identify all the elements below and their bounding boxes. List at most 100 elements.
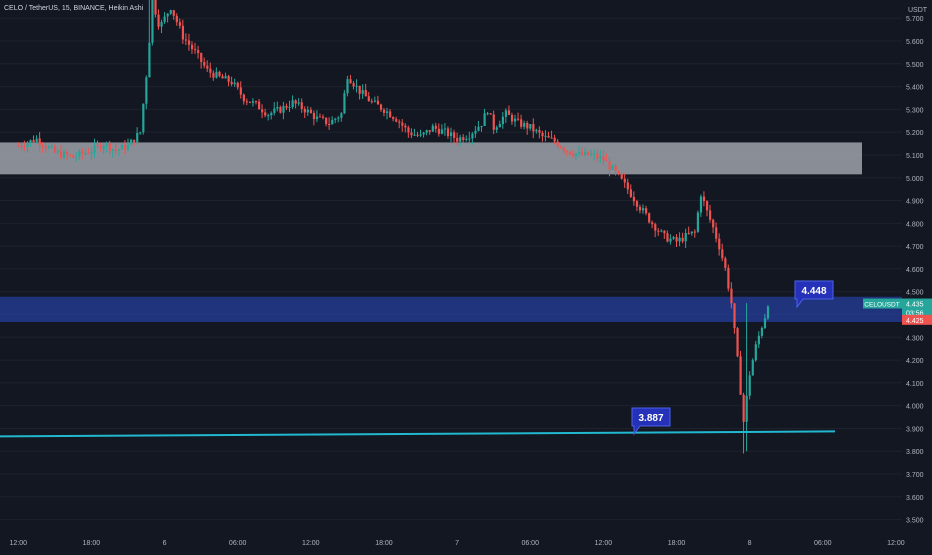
candle-body[interactable] (724, 258, 727, 268)
candle-body[interactable] (477, 126, 480, 131)
candle-body[interactable] (206, 65, 209, 69)
candle-body[interactable] (620, 173, 623, 179)
candle-body[interactable] (248, 101, 252, 103)
candle-body[interactable] (556, 141, 559, 147)
candle-body[interactable] (340, 113, 343, 118)
candle-body[interactable] (535, 130, 538, 132)
candle-body[interactable] (745, 395, 748, 422)
candle-body[interactable] (236, 82, 239, 88)
candle-body[interactable] (108, 143, 111, 151)
candle-body[interactable] (187, 40, 191, 45)
candle-body[interactable] (404, 125, 407, 128)
candle-body[interactable] (276, 106, 279, 109)
candle-body[interactable] (130, 139, 133, 145)
candle-body[interactable] (270, 112, 273, 116)
candle-body[interactable] (541, 132, 544, 137)
candle-body[interactable] (635, 201, 639, 207)
candle-body[interactable] (459, 137, 462, 142)
candle-body[interactable] (614, 165, 617, 171)
candle-body[interactable] (29, 140, 32, 144)
candle-body[interactable] (358, 85, 361, 94)
candle-body[interactable] (538, 130, 541, 133)
candle-body[interactable] (181, 25, 185, 40)
candle-body[interactable] (483, 113, 486, 126)
candle-body[interactable] (596, 153, 599, 159)
candle-body[interactable] (87, 153, 90, 155)
candle-body[interactable] (258, 101, 261, 110)
candle-body[interactable] (361, 90, 364, 94)
candle-body[interactable] (608, 161, 611, 170)
candle-body[interactable] (763, 318, 767, 329)
candle-body[interactable] (693, 231, 696, 233)
candle-body[interactable] (197, 50, 200, 54)
candle-body[interactable] (230, 81, 233, 85)
candle-body[interactable] (227, 76, 230, 82)
candle-body[interactable] (306, 109, 309, 113)
candle-body[interactable] (550, 137, 553, 139)
candle-body[interactable] (498, 124, 501, 128)
candle-body[interactable] (343, 93, 346, 114)
candle-body[interactable] (712, 219, 715, 228)
candle-body[interactable] (50, 146, 54, 148)
candle-body[interactable] (285, 105, 288, 108)
candle-body[interactable] (587, 151, 590, 156)
candle-body[interactable] (709, 210, 712, 220)
candle-body[interactable] (334, 118, 337, 120)
candle-body[interactable] (422, 132, 425, 135)
candle-body[interactable] (254, 101, 258, 103)
candle-body[interactable] (370, 101, 373, 103)
candle-body[interactable] (547, 135, 550, 138)
candle-body[interactable] (309, 109, 313, 114)
candle-body[interactable] (727, 267, 730, 289)
candle-body[interactable] (337, 117, 340, 119)
candle-body[interactable] (675, 237, 678, 242)
candle-body[interactable] (392, 117, 395, 120)
candle-body[interactable] (41, 144, 44, 147)
candle-body[interactable] (474, 130, 477, 134)
candle-body[interactable] (602, 156, 605, 161)
candle-body[interactable] (629, 189, 632, 197)
candle-body[interactable] (66, 151, 69, 155)
candle-body[interactable] (462, 137, 465, 140)
candle-body[interactable] (471, 133, 474, 139)
candle-body[interactable] (425, 130, 428, 133)
candle-body[interactable] (355, 85, 358, 87)
candle-body[interactable] (264, 112, 267, 116)
candle-body[interactable] (20, 145, 23, 147)
candle-body[interactable] (215, 71, 218, 78)
candle-body[interactable] (532, 124, 535, 132)
candle-body[interactable] (489, 113, 492, 115)
candle-body[interactable] (513, 118, 517, 122)
candle-body[interactable] (641, 208, 645, 211)
candle-body[interactable] (47, 146, 50, 149)
candle-body[interactable] (407, 127, 410, 133)
candle-body[interactable] (346, 79, 349, 94)
candle-body[interactable] (148, 42, 151, 78)
candle-body[interactable] (114, 149, 117, 151)
candle-body[interactable] (584, 151, 587, 155)
candle-body[interactable] (154, 0, 157, 15)
candle-body[interactable] (312, 113, 316, 120)
candle-body[interactable] (251, 101, 255, 103)
candle-body[interactable] (721, 249, 724, 259)
candle-body[interactable] (617, 170, 620, 174)
candle-body[interactable] (660, 230, 663, 232)
candle-body[interactable] (568, 151, 572, 155)
candle-body[interactable] (288, 106, 291, 108)
candle-body[interactable] (428, 130, 431, 132)
candle-body[interactable] (233, 82, 236, 85)
candle-body[interactable] (169, 10, 172, 14)
candle-body[interactable] (364, 90, 367, 97)
candle-body[interactable] (300, 102, 303, 109)
candle-body[interactable] (99, 145, 102, 150)
candle-body[interactable] (590, 153, 593, 156)
candle-body[interactable] (437, 128, 441, 134)
candle-body[interactable] (111, 149, 114, 151)
zone-support[interactable] (0, 296, 862, 323)
candle-body[interactable] (239, 87, 242, 95)
candle-body[interactable] (440, 129, 444, 134)
candle-body[interactable] (492, 114, 495, 130)
candle-body[interactable] (645, 208, 648, 214)
